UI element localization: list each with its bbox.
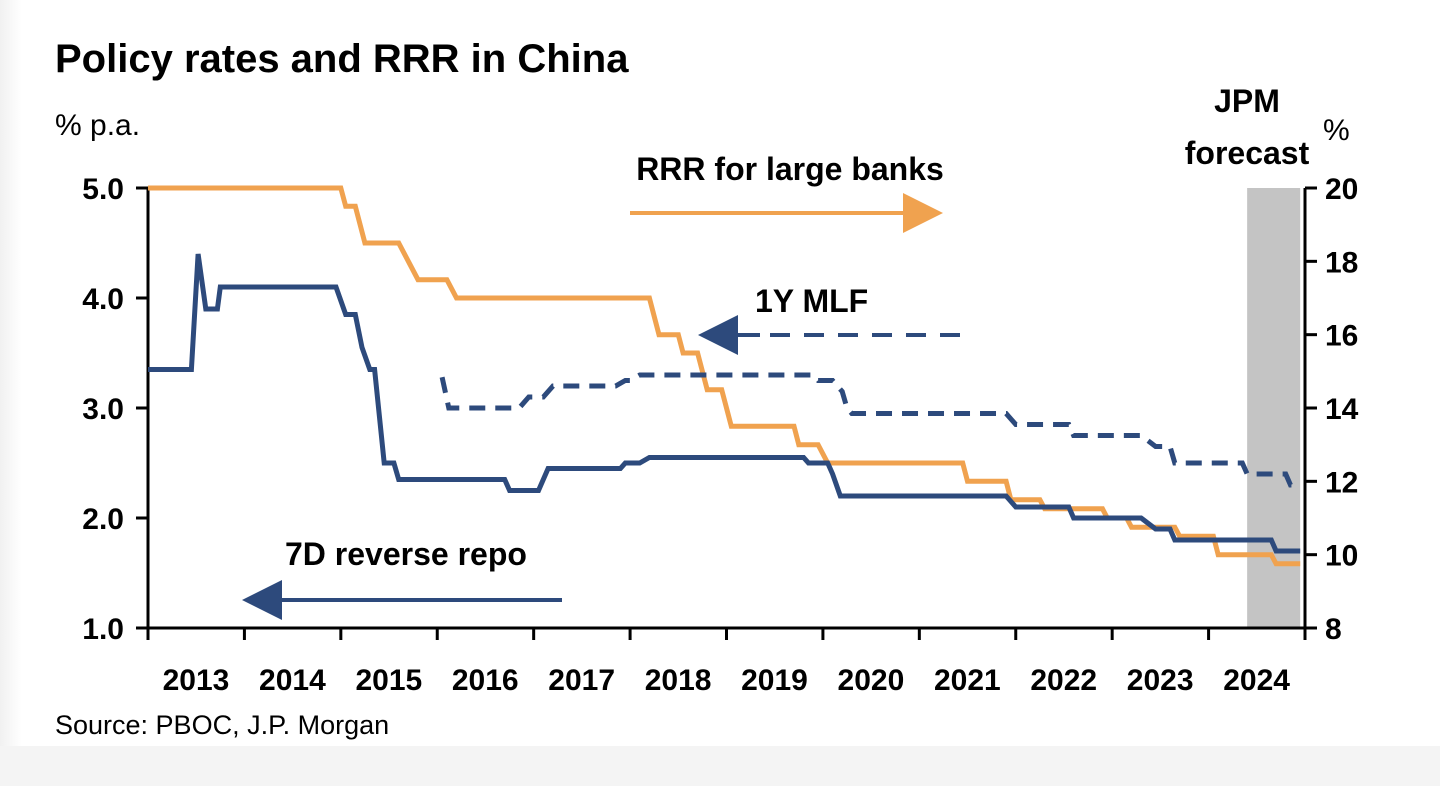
x-tick-label: 2020 [838, 664, 905, 697]
y-right-unit-label: % [1323, 114, 1350, 147]
x-tick-label: 2014 [259, 664, 326, 697]
y-left-tick-label: 2.0 [82, 503, 124, 536]
y-left-tick-label: 4.0 [82, 283, 124, 316]
y-right-tick-label: 14 [1325, 393, 1359, 426]
x-tick-label: 2016 [452, 664, 519, 697]
x-tick-label: 2019 [741, 664, 808, 697]
x-tick-label: 2013 [163, 664, 230, 697]
annotation-repo: 7D reverse repo [285, 536, 527, 572]
y-left-tick-label: 1.0 [82, 613, 124, 646]
y-right-tick-label: 18 [1325, 246, 1358, 279]
y-right-tick-label: 16 [1325, 320, 1358, 353]
annotation-mlf: 1Y MLF [755, 283, 868, 319]
x-tick-label: 2023 [1127, 664, 1194, 697]
tick-layer: 2013 2014 2015 2016 2017 2018 2019 2020 2021 2022… [82, 173, 1358, 697]
x-tick-label: 2015 [355, 664, 422, 697]
page-bottom-shading [0, 746, 1440, 786]
y-right-tick-label: 20 [1325, 173, 1358, 206]
series-layer [148, 185, 1301, 567]
y-left-tick-label: 3.0 [82, 393, 124, 426]
series-line-7d-reverse-repo [148, 253, 1301, 554]
x-tick-label: 2024 [1223, 664, 1290, 697]
chart-title: Policy rates and RRR in China [55, 37, 629, 81]
forecast-label-line1: JPM [1214, 83, 1280, 119]
y-left-unit-label: % p.a. [55, 109, 140, 142]
annotation-rrr: RRR for large banks [636, 151, 944, 187]
x-tick-label: 2022 [1030, 664, 1097, 697]
y-left-tick-label: 5.0 [82, 173, 124, 206]
y-right-tick-label: 12 [1325, 466, 1358, 499]
x-tick-label: 2021 [934, 664, 1001, 697]
x-tick-label: 2018 [645, 664, 712, 697]
y-right-tick-label: 8 [1325, 613, 1342, 646]
source-note: Source: PBOC, J.P. Morgan [55, 710, 389, 740]
series-line-1y-mlf [439, 372, 1301, 488]
x-tick-label: 2017 [548, 664, 615, 697]
page-edge-shading [0, 0, 22, 786]
y-right-tick-label: 10 [1325, 540, 1358, 573]
forecast-label-line2: forecast [1185, 135, 1310, 171]
